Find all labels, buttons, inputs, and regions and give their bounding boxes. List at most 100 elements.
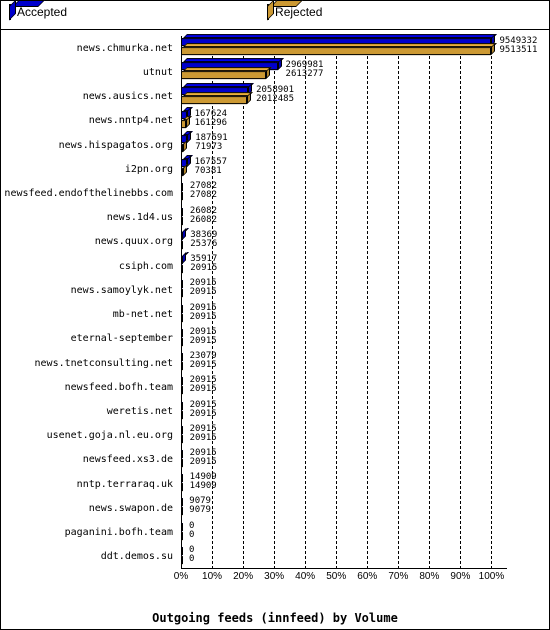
row-bars: 95493329513511 (181, 36, 507, 60)
row-bars: 2708227082 (181, 181, 507, 205)
bar (181, 47, 507, 55)
bar (181, 523, 507, 531)
value-labels: 95493329513511 (499, 37, 537, 55)
row-label: news.hispagatos.org (1, 140, 179, 151)
bar (181, 402, 507, 410)
bar (181, 426, 507, 434)
row-label: ddt.demos.su (1, 551, 179, 562)
rejected-value: 20915 (190, 264, 217, 273)
value-labels: 00 (189, 522, 194, 540)
value-labels: 3591720915 (190, 255, 217, 273)
legend-label-accepted: Accepted (17, 5, 67, 19)
x-tick-label: 40% (295, 571, 315, 582)
value-labels: 2091520915 (190, 449, 217, 467)
bar (181, 111, 507, 119)
bar (181, 232, 507, 240)
rejected-value: 9513511 (499, 46, 537, 55)
rejected-value: 26082 (190, 216, 217, 225)
value-labels: 2708227082 (190, 183, 217, 201)
bar (181, 120, 507, 128)
row-label: mb-net.net (1, 309, 179, 320)
bar (181, 362, 507, 370)
row-bars: 90799079 (181, 496, 507, 520)
x-tick-label: 50% (326, 571, 346, 582)
bar (181, 241, 507, 249)
row-label: news.swapon.de (1, 503, 179, 514)
value-labels: 2091520915 (190, 279, 217, 297)
row-label: usenet.goja.nl.eu.org (1, 430, 179, 441)
bar (181, 377, 507, 385)
x-axis-title: Outgoing feeds (innfeed) by Volume (1, 611, 549, 625)
data-row: newsfeed.xs3.de2091520915 (1, 448, 507, 472)
data-row: usenet.goja.nl.eu.org2091520915 (1, 424, 507, 448)
bar (181, 508, 507, 516)
row-bars: 2091520915 (181, 399, 507, 423)
value-labels: 3836925376 (190, 231, 217, 249)
value-labels: 2091520915 (190, 401, 217, 419)
row-label: news.tnetconsulting.net (1, 358, 179, 369)
value-labels: 2608226082 (190, 207, 217, 225)
bar (181, 386, 507, 394)
value-labels: 20589012012485 (256, 86, 294, 104)
value-labels: 29699812613277 (286, 61, 324, 79)
row-label: news.1d4.us (1, 212, 179, 223)
data-row: news.chmurka.net95493329513511 (1, 36, 507, 60)
data-row: news.1d4.us 2608226082 (1, 206, 507, 230)
rejected-value: 161296 (195, 119, 228, 128)
bar (181, 208, 507, 216)
rejected-value: 20915 (190, 313, 217, 322)
rejected-value: 0 (189, 531, 194, 540)
row-bars: 00 (181, 521, 507, 545)
data-row: news.tnetconsulting.net 2307920915 (1, 351, 507, 375)
bar (181, 184, 507, 192)
row-label: newsfeed.bofh.team (1, 382, 179, 393)
rejected-value: 20915 (190, 288, 217, 297)
row-bars: 2091520915 (181, 327, 507, 351)
data-row: news.hispagatos.org18759171973 (1, 133, 507, 157)
bar (181, 265, 507, 273)
row-bars: 2307920915 (181, 351, 507, 375)
data-row: csiph.com3591720915 (1, 254, 507, 278)
rejected-value: 20915 (190, 385, 217, 394)
bar (181, 329, 507, 337)
row-bars: 20589012012485 (181, 84, 507, 108)
rejected-value: 25376 (190, 240, 217, 249)
row-bars: 2091520915 (181, 448, 507, 472)
legend-item-accepted: Accepted (9, 5, 67, 19)
row-bars: 18759171973 (181, 133, 507, 157)
row-bars: 2091520915 (181, 278, 507, 302)
rejected-value: 20915 (190, 337, 217, 346)
bar (181, 459, 507, 467)
data-row: newsfeed.endofthelinebbs.com2708227082 (1, 181, 507, 205)
legend-swatch-rejected (267, 5, 269, 19)
data-row: news.swapon.de 90799079 (1, 496, 507, 520)
row-bars: 3591720915 (181, 254, 507, 278)
bar (181, 144, 507, 152)
x-tick-label: 90% (450, 571, 470, 582)
x-tick-label: 80% (419, 571, 439, 582)
bar (181, 193, 507, 201)
value-labels: 90799079 (189, 498, 211, 516)
x-tick-label: 20% (233, 571, 253, 582)
value-labels: 167624161296 (195, 110, 228, 128)
bar (181, 168, 507, 176)
row-label: weretis.net (1, 406, 179, 417)
bar (181, 556, 507, 564)
value-labels: 2307920915 (190, 352, 217, 370)
rejected-value: 2613277 (286, 70, 324, 79)
row-bars: 167624161296 (181, 109, 507, 133)
row-label: news.quux.org (1, 236, 179, 247)
row-bars: 00 (181, 545, 507, 569)
rejected-value: 71973 (195, 143, 228, 152)
data-row: paganini.bofh.team00 (1, 521, 507, 545)
row-label: news.samoylyk.net (1, 285, 179, 296)
bar (181, 135, 507, 143)
row-bars: 29699812613277 (181, 60, 507, 84)
x-tick-label: 0% (174, 571, 188, 582)
x-axis: 0%10%20%30%40%50%60%70%80%90%100% (181, 569, 507, 587)
data-row: nntp.terraraq.uk1490914909 (1, 472, 507, 496)
data-row: newsfeed.bofh.team2091520915 (1, 375, 507, 399)
row-label: nntp.terraraq.uk (1, 479, 179, 490)
row-label: news.chmurka.net (1, 43, 179, 54)
rejected-value: 20915 (190, 361, 217, 370)
